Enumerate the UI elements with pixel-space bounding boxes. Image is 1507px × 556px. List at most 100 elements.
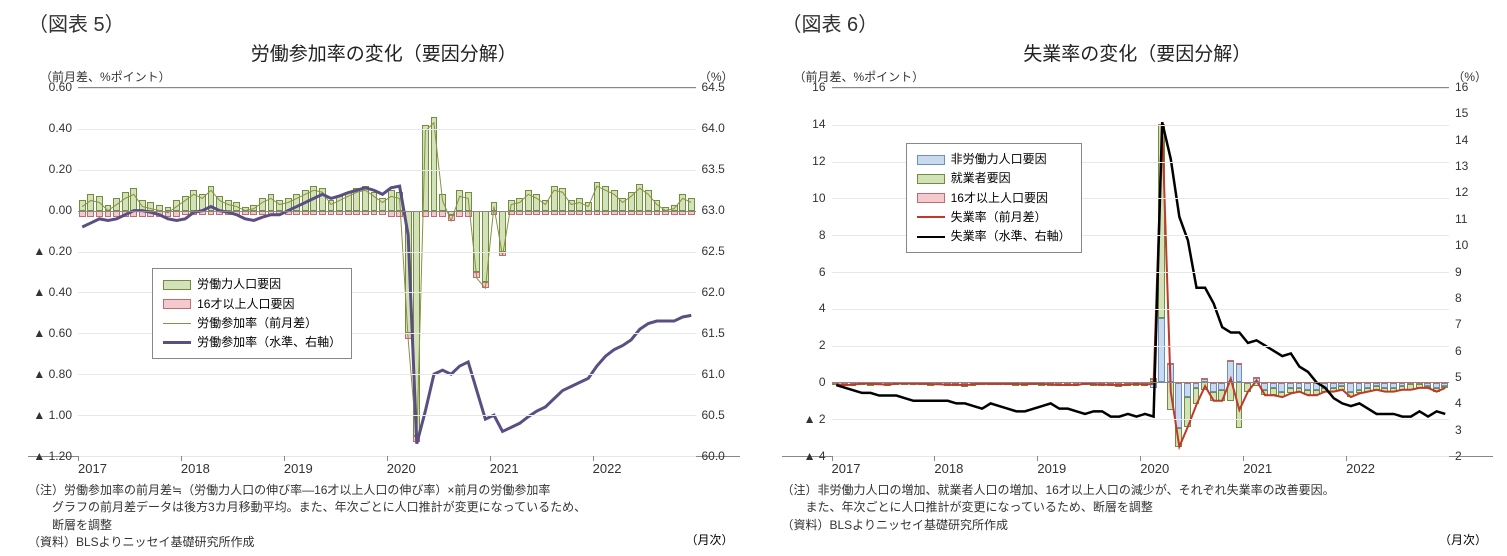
y-tick-label: 16: [1455, 80, 1468, 94]
note-line: グラフの前月差データは後方3カ月移動平均。また、年次ごとに人口推計が変更になって…: [28, 499, 740, 516]
legend-line-icon: [163, 323, 191, 324]
x-tick: [284, 456, 285, 461]
chart6-notes: （注）非労働力人口の増加、就業者人口の増加、16才以上人口の減少が、それぞれ失業…: [782, 482, 1494, 534]
x-tick-label: 2022: [1346, 457, 1449, 476]
x-tick-label: 2021: [1243, 457, 1346, 476]
x-tick-label: 2019: [284, 457, 387, 476]
note-line: （注）労働参加率の前月差≒（労働力人口の伸び率―16才以上人口の伸び率）×前月の…: [28, 482, 740, 499]
y-tick-label: ▲ 1.00: [33, 408, 72, 422]
chart5-y-axis-left: 0.600.400.200.00▲ 0.20▲ 0.40▲ 0.60▲ 0.80…: [28, 87, 78, 456]
y-tick-label: 2: [819, 338, 826, 352]
legend-swatch-icon: [917, 174, 945, 184]
y-tick-label: 60.5: [702, 408, 725, 422]
zero-line: [78, 211, 696, 212]
x-tick-label: 2017: [832, 457, 935, 476]
legend-label: 労働力人口要因: [197, 275, 281, 294]
note-line: （資料）BLSよりニッセイ基礎研究所作成: [782, 517, 1494, 534]
y-tick-label: 61.0: [702, 367, 725, 381]
y-tick-label: 62.0: [702, 285, 725, 299]
grid-line: [78, 252, 696, 253]
grid-line: [832, 88, 1450, 89]
grid-line: [78, 374, 696, 375]
legend-label: 失業率（前月差）: [951, 208, 1047, 227]
x-tick: [832, 456, 833, 461]
grid-line: [832, 125, 1450, 126]
legend-item: 非労働力人口要因: [917, 150, 1071, 169]
y-tick-label: 9: [1455, 265, 1462, 279]
x-tick: [78, 456, 79, 461]
legend-label: 労働参加率（前月差）: [197, 314, 317, 333]
legend-label: 16才以上人口要因: [197, 295, 294, 314]
chart6-y-axis-right: 1615141312111098765432: [1449, 87, 1493, 456]
note-line: （注）非労働力人口の増加、就業者人口の増加、16才以上人口の減少が、それぞれ失業…: [782, 482, 1494, 499]
y-tick-label: 64.5: [702, 80, 725, 94]
x-tick: [181, 456, 182, 461]
legend-label: 非労働力人口要因: [951, 150, 1047, 169]
chart5-plot: 0.600.400.200.00▲ 0.20▲ 0.40▲ 0.60▲ 0.80…: [28, 87, 740, 457]
legend-line-icon: [917, 236, 945, 238]
legend-item: 16才以上人口要因: [917, 189, 1071, 208]
x-tick-label: 2020: [387, 457, 490, 476]
chart5-fig-label: （図表 5）: [28, 8, 740, 37]
legend-label: 労働参加率（水準、右軸）: [197, 333, 341, 352]
note-line: また、年次ごとに人口推計が変更になっているため、断層を調整: [782, 499, 1494, 516]
chart6-panel: （図表 6） 失業率の変化（要因分解） （前月差、%ポイント） （%） 16 14…: [754, 0, 1507, 556]
chart5-title: 労働参加率の変化（要因分解）: [28, 39, 740, 66]
y-tick-label: 7: [1455, 317, 1462, 331]
y-tick-label: 62.5: [702, 244, 725, 258]
y-tick-label: 10: [1455, 238, 1468, 252]
chart5-freq: （月次）: [685, 531, 733, 548]
y-tick-label: 12: [1455, 185, 1468, 199]
x-tick: [1346, 456, 1347, 461]
x-tick: [1037, 456, 1038, 461]
legend-item: 労働参加率（水準、右軸）: [163, 333, 341, 352]
chart6-plot-area: 非労働力人口要因就業者要因16才以上人口要因失業率（前月差）失業率（水準、右軸）: [832, 87, 1450, 456]
legend-item: 労働力人口要因: [163, 275, 341, 294]
legend-line-icon: [163, 341, 191, 344]
y-tick-label: 15: [1455, 106, 1468, 120]
y-tick-label: ▲ 0.20: [33, 244, 72, 258]
y-tick-label: 8: [819, 228, 826, 242]
legend-item: 失業率（水準、右軸）: [917, 227, 1071, 246]
x-tick: [593, 456, 594, 461]
y-tick-label: 16: [812, 80, 825, 94]
y-tick-label: ▲ 0.40: [33, 285, 72, 299]
chart6-title: 失業率の変化（要因分解）: [782, 39, 1494, 66]
chart6-y-axis-left: 1614121086420▲ 2▲ 4: [782, 87, 832, 456]
y-tick-label: 8: [1455, 291, 1462, 305]
x-tick-label: 2017: [78, 457, 181, 476]
y-tick-label: 61.5: [702, 326, 725, 340]
chart6-units: （前月差、%ポイント） （%）: [782, 68, 1494, 87]
x-tick-label: 2018: [934, 457, 1037, 476]
chart6-fig-label: （図表 6）: [782, 8, 1494, 37]
x-tick: [1243, 456, 1244, 461]
y-tick-label: 4: [1455, 396, 1462, 410]
y-tick-label: 0.60: [49, 80, 72, 94]
x-tick-label: 2021: [490, 457, 593, 476]
legend-swatch-icon: [163, 299, 191, 309]
x-tick: [387, 456, 388, 461]
y-tick-label: 6: [819, 265, 826, 279]
y-tick-label: ▲ 0.60: [33, 326, 72, 340]
y-tick-label: 13: [1455, 159, 1468, 173]
y-tick-label: 63.5: [702, 162, 725, 176]
grid-line: [832, 346, 1450, 347]
grid-line: [78, 415, 696, 416]
y-tick-label: 6: [1455, 344, 1462, 358]
y-tick-label: 0.20: [49, 162, 72, 176]
chart5-panel: （図表 5） 労働参加率の変化（要因分解） （前月差、%ポイント） （%） 0.…: [0, 0, 754, 556]
y-tick-label: 0: [819, 375, 826, 389]
legend-label: 就業者要因: [951, 169, 1011, 188]
note-line: （資料）BLSよりニッセイ基礎研究所作成: [28, 534, 740, 551]
zero-line: [832, 382, 1450, 383]
legend-line-icon: [917, 216, 945, 218]
legend-item: 労働参加率（前月差）: [163, 314, 341, 333]
x-tick: [490, 456, 491, 461]
y-tick-label: ▲ 4: [804, 449, 826, 463]
y-tick-label: 14: [812, 117, 825, 131]
legend-item: 16才以上人口要因: [163, 295, 341, 314]
x-tick-label: 2020: [1140, 457, 1243, 476]
x-tick-label: 2022: [593, 457, 696, 476]
x-tick: [1140, 456, 1141, 461]
grid-line: [78, 129, 696, 130]
